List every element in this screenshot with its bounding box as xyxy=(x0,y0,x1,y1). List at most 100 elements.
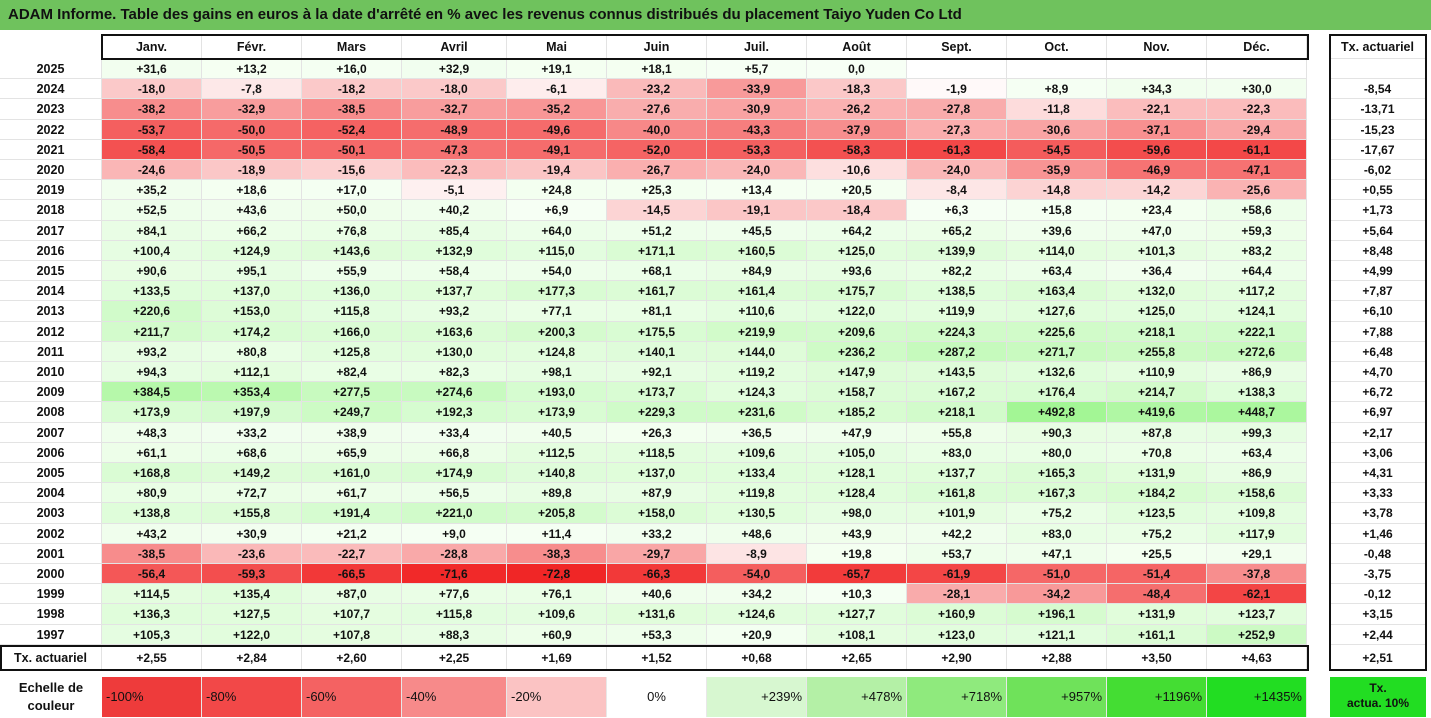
table-cell: +47,0 xyxy=(1107,221,1207,241)
year-label: 2015 xyxy=(0,261,102,281)
table-cell: +197,9 xyxy=(202,402,302,423)
table-cell: +52,5 xyxy=(102,200,202,221)
month-header: Déc. xyxy=(1207,35,1307,59)
table-cell: +229,3 xyxy=(607,402,707,423)
table-cell: -24,0 xyxy=(907,160,1007,180)
table-cell: +20,5 xyxy=(807,180,907,200)
table-cell: +167,3 xyxy=(1007,483,1107,503)
color-scale-step: +1435% xyxy=(1207,677,1307,717)
table-cell: +174,2 xyxy=(202,322,302,342)
table-cell: +29,1 xyxy=(1207,544,1307,564)
color-scale-label: Echelle de couleur xyxy=(18,680,84,713)
table-cell: +19,1 xyxy=(507,59,607,79)
table-cell: +11,4 xyxy=(507,524,607,544)
table-cell: +274,6 xyxy=(402,382,507,402)
table-cell: -50,0 xyxy=(202,120,302,140)
table-cell: +137,7 xyxy=(402,281,507,301)
table-cell: +119,9 xyxy=(907,301,1007,322)
rate-cell: +1,46 xyxy=(1330,524,1426,544)
table-cell: -66,5 xyxy=(302,564,402,584)
table-cell: +59,3 xyxy=(1207,221,1307,241)
table-cell: +40,5 xyxy=(507,423,607,443)
table-cell: -56,4 xyxy=(102,564,202,584)
year-label: 2008 xyxy=(0,402,102,423)
table-cell: +167,2 xyxy=(907,382,1007,402)
rate-cell: +7,87 xyxy=(1330,281,1426,301)
year-label: 2001 xyxy=(0,544,102,564)
table-cell: +53,7 xyxy=(907,544,1007,564)
rate-cell: -17,67 xyxy=(1330,140,1426,160)
table-cell: +93,2 xyxy=(102,342,202,362)
table-cell: +80,8 xyxy=(202,342,302,362)
table-cell: +138,8 xyxy=(102,503,202,524)
table-cell: +65,9 xyxy=(302,443,402,463)
table-cell: +25,5 xyxy=(1107,544,1207,564)
month-header: Mars xyxy=(302,35,402,59)
year-label: 2024 xyxy=(0,79,102,99)
table-cell: +138,5 xyxy=(907,281,1007,301)
table-cell: +140,1 xyxy=(607,342,707,362)
table-cell: +128,4 xyxy=(807,483,907,503)
year-label: 2004 xyxy=(0,483,102,503)
footer-cell: +1,52 xyxy=(607,646,707,670)
table-cell: +160,5 xyxy=(707,241,807,261)
table-cell: +109,6 xyxy=(707,443,807,463)
table-cell: +191,4 xyxy=(302,503,402,524)
table-cell: -22,1 xyxy=(1107,99,1207,120)
rate-cell: -3,75 xyxy=(1330,564,1426,584)
table-cell: -62,1 xyxy=(1207,584,1307,604)
year-label: 1998 xyxy=(0,604,102,625)
table-cell: +10,3 xyxy=(807,584,907,604)
table-cell: +86,9 xyxy=(1207,463,1307,483)
table-cell: +177,3 xyxy=(507,281,607,301)
footer-cell: +2,65 xyxy=(807,646,907,670)
table-cell: +271,7 xyxy=(1007,342,1107,362)
table-cell: +192,3 xyxy=(402,402,507,423)
table-cell: +161,7 xyxy=(607,281,707,301)
table-cell: +82,4 xyxy=(302,362,402,382)
table-cell: +277,5 xyxy=(302,382,402,402)
month-header: Juin xyxy=(607,35,707,59)
table-cell: +161,1 xyxy=(1107,625,1207,645)
table-cell: +43,6 xyxy=(202,200,302,221)
table-cell: +38,9 xyxy=(302,423,402,443)
footer-cell: +2,55 xyxy=(102,646,202,670)
table-cell: +92,1 xyxy=(607,362,707,382)
table-cell: +90,3 xyxy=(1007,423,1107,443)
table-cell: +222,1 xyxy=(1207,322,1307,342)
table-cell: +132,9 xyxy=(402,241,507,261)
table-cell: +94,3 xyxy=(102,362,202,382)
year-label: 2000 xyxy=(0,564,102,584)
table-cell: +15,8 xyxy=(1007,200,1107,221)
table-cell: +124,6 xyxy=(707,604,807,625)
table-cell: +211,7 xyxy=(102,322,202,342)
year-label: 2021 xyxy=(0,140,102,160)
table-cell: +252,9 xyxy=(1207,625,1307,645)
table-cell: -38,5 xyxy=(102,544,202,564)
table-cell: +77,1 xyxy=(507,301,607,322)
footer-cell: +4,63 xyxy=(1207,646,1307,670)
table-cell: +123,0 xyxy=(907,625,1007,645)
table-cell: +115,0 xyxy=(507,241,607,261)
table-cell: +64,2 xyxy=(807,221,907,241)
table-cell: -59,6 xyxy=(1107,140,1207,160)
page-title: ADAM Informe. Table des gains en euros à… xyxy=(0,0,1431,30)
table-cell: +118,5 xyxy=(607,443,707,463)
table-cell: +218,1 xyxy=(907,402,1007,423)
table-cell: +50,0 xyxy=(302,200,402,221)
table-cell: +137,0 xyxy=(202,281,302,301)
table-cell: +87,8 xyxy=(1107,423,1207,443)
table-cell: -58,4 xyxy=(102,140,202,160)
color-scale-step: +1196% xyxy=(1107,677,1207,717)
table-cell: +255,8 xyxy=(1107,342,1207,362)
table-cell: +45,5 xyxy=(707,221,807,241)
table-cell: +90,6 xyxy=(102,261,202,281)
table-cell: -18,0 xyxy=(102,79,202,99)
table-cell: +161,8 xyxy=(907,483,1007,503)
rate-cell: -0,48 xyxy=(1330,544,1426,564)
table-cell: +48,3 xyxy=(102,423,202,443)
table-cell: -22,7 xyxy=(302,544,402,564)
table-cell: +174,9 xyxy=(402,463,507,483)
year-label: 2020 xyxy=(0,160,102,180)
rate-cell xyxy=(1330,59,1426,79)
